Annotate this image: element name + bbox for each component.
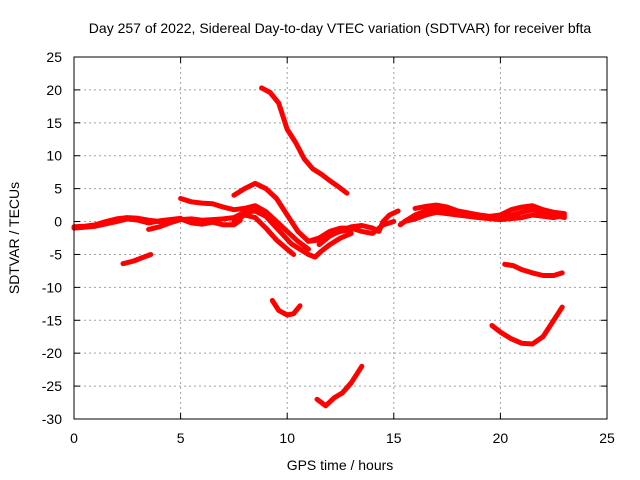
x-axis-label: GPS time / hours — [287, 457, 394, 473]
y-tick-label: 0 — [54, 214, 62, 230]
series-track-dip-a — [146, 208, 354, 260]
plot-frame — [73, 56, 608, 420]
y-tick-label: 10 — [46, 148, 62, 164]
y-tick-label: 20 — [46, 82, 62, 98]
x-tick-label: 20 — [493, 430, 509, 446]
series-track-late-neg — [502, 261, 565, 278]
series-track-bump — [178, 196, 311, 252]
series-track-loop — [269, 298, 303, 318]
series-track-late-bowl — [489, 304, 565, 347]
x-tick-label: 0 — [70, 430, 78, 446]
y-tick-label: -30 — [42, 411, 62, 427]
y-tick-label: 5 — [54, 181, 62, 197]
axes: 0 5 10 15 20 25 -30 -25 -20 -15 -10 -5 0 5 10 15 20 25 — [42, 49, 615, 446]
x-tick-label: 5 — [177, 430, 185, 446]
chart-title: Day 257 of 2022, Sidereal Day-to-day VTE… — [89, 20, 592, 36]
x-tick-label: 10 — [279, 430, 295, 446]
y-tick-label: 25 — [46, 49, 62, 65]
series-track-dip-b — [231, 212, 297, 257]
y-tick-label: -20 — [42, 345, 62, 361]
series-track-early-low — [120, 252, 154, 267]
y-tick-label: -5 — [50, 246, 63, 262]
series-track-descent — [259, 85, 350, 196]
y-tick-label: 15 — [46, 115, 62, 131]
x-tick-label: 25 — [599, 430, 615, 446]
series-track-late-upper — [412, 202, 567, 219]
x-tick-label: 15 — [386, 430, 402, 446]
y-tick-label: -25 — [42, 378, 62, 394]
y-axis-label: SDTVAR / TECUs — [6, 182, 22, 294]
y-tick-label: -10 — [42, 279, 62, 295]
series-track-mid-b — [316, 208, 401, 248]
y-tick-label: -15 — [42, 312, 62, 328]
series-track-baseline-b — [71, 215, 184, 231]
series-track-deep — [314, 363, 365, 409]
data-series — [71, 85, 567, 409]
